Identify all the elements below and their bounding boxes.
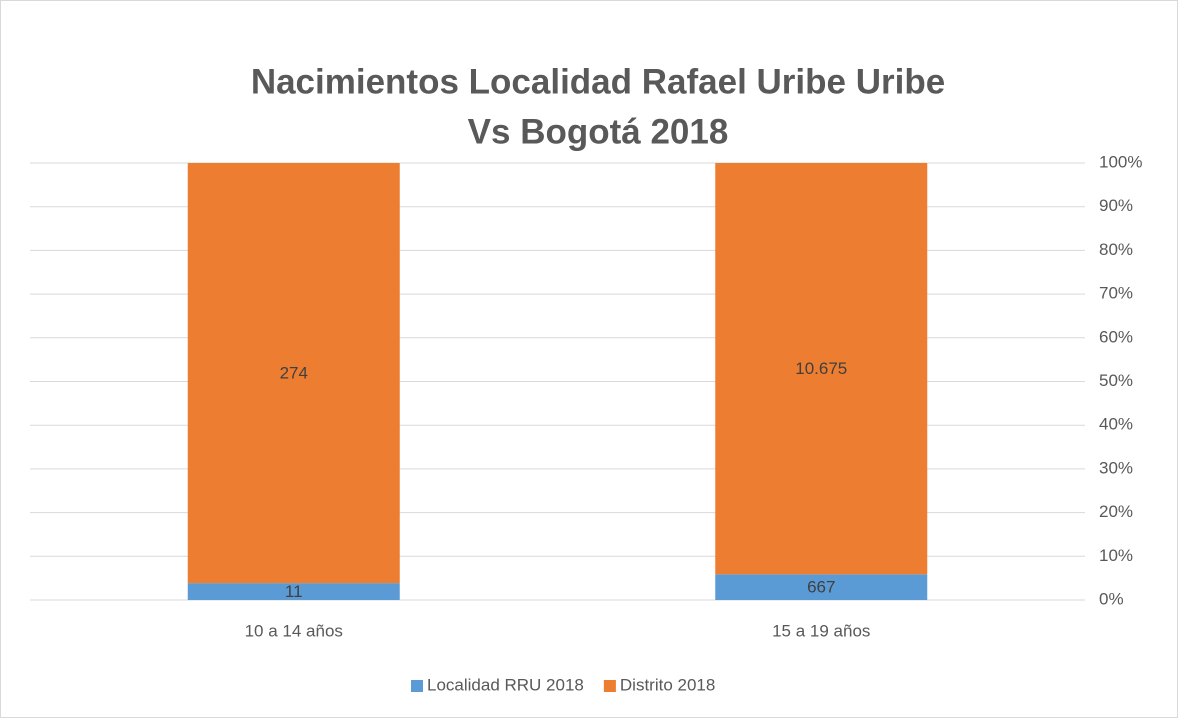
x-tick-label: 10 a 14 años	[245, 621, 343, 640]
y-tick-label: 80%	[1099, 240, 1133, 259]
legend-swatch	[603, 680, 616, 692]
y-tick-label: 90%	[1099, 196, 1133, 215]
y-tick-label: 20%	[1099, 502, 1133, 521]
legend-label: Localidad RRU 2018	[427, 675, 584, 694]
chart-title: Vs Bogotá 2018	[468, 112, 729, 151]
y-tick-label: 10%	[1099, 546, 1133, 565]
y-tick-label: 30%	[1099, 458, 1133, 477]
legend-swatch	[411, 680, 423, 692]
y-tick-label: 50%	[1099, 371, 1133, 390]
data-label: 667	[807, 578, 835, 597]
bar-segment	[715, 163, 928, 575]
bar-segment	[715, 574, 928, 600]
bar-segment	[187, 163, 400, 584]
y-tick-label: 70%	[1099, 284, 1133, 303]
x-tick-label: 15 a 19 años	[772, 621, 870, 640]
y-tick-label: 60%	[1099, 327, 1133, 346]
legend-label: Distrito 2018	[620, 675, 715, 694]
data-label: 274	[280, 364, 308, 383]
y-tick-label: 40%	[1099, 415, 1133, 434]
y-tick-label: 100%	[1099, 152, 1142, 171]
data-label: 11	[285, 582, 303, 601]
bar-segment	[187, 583, 400, 600]
data-label: 10.675	[795, 359, 847, 378]
chart-title: Nacimientos Localidad Rafael Uribe Uribe	[251, 62, 945, 101]
y-tick-label: 0%	[1099, 589, 1124, 608]
